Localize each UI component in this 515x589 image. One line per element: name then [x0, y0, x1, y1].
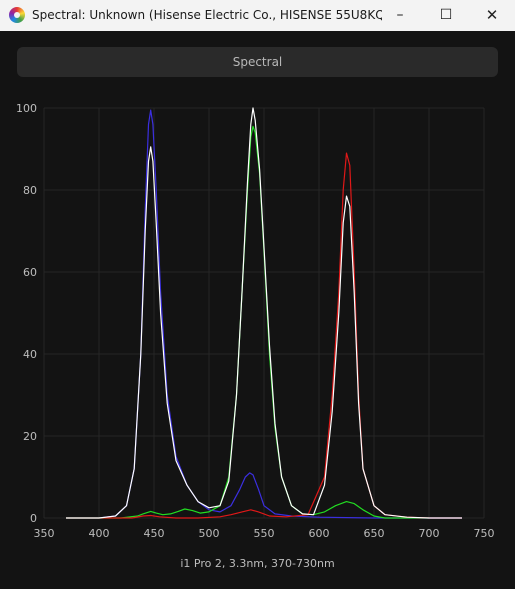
- series-line-white: [66, 107, 462, 519]
- tab-spectral[interactable]: Spectral: [17, 47, 498, 77]
- x-tick-label: 500: [199, 527, 220, 540]
- chart-axes: 350 400 450 500 550 600 650 700 750 0 20 40 60 80 100: [16, 102, 495, 540]
- x-tick-label: 600: [309, 527, 330, 540]
- x-tick-label: 550: [254, 527, 275, 540]
- minimize-button[interactable]: –: [396, 7, 404, 23]
- x-tick-label: 750: [474, 527, 495, 540]
- x-tick-label: 350: [34, 527, 55, 540]
- y-tick-label: 100: [16, 102, 37, 115]
- spectrum-app-icon: [9, 7, 25, 23]
- chart-series: [66, 107, 462, 519]
- y-tick-label: 60: [23, 266, 37, 279]
- window-title: Spectral: Unknown (Hisense Electric Co.,…: [32, 8, 382, 22]
- y-tick-label: 80: [23, 184, 37, 197]
- chart-grid: [43, 107, 485, 519]
- x-tick-label: 700: [419, 527, 440, 540]
- x-tick-label: 400: [89, 527, 110, 540]
- y-tick-label: 20: [23, 430, 37, 443]
- maximize-button[interactable]: ☐: [439, 7, 453, 23]
- instrument-caption: i1 Pro 2, 3.3nm, 370-730nm: [180, 557, 335, 570]
- series-line-green: [66, 125, 429, 519]
- x-tick-label: 450: [144, 527, 165, 540]
- y-tick-label: 40: [23, 348, 37, 361]
- x-tick-label: 650: [364, 527, 385, 540]
- y-tick-label: 0: [30, 512, 37, 525]
- close-button[interactable]: ✕: [485, 6, 499, 24]
- title-bar[interactable]: Spectral: Unknown (Hisense Electric Co.,…: [0, 0, 515, 31]
